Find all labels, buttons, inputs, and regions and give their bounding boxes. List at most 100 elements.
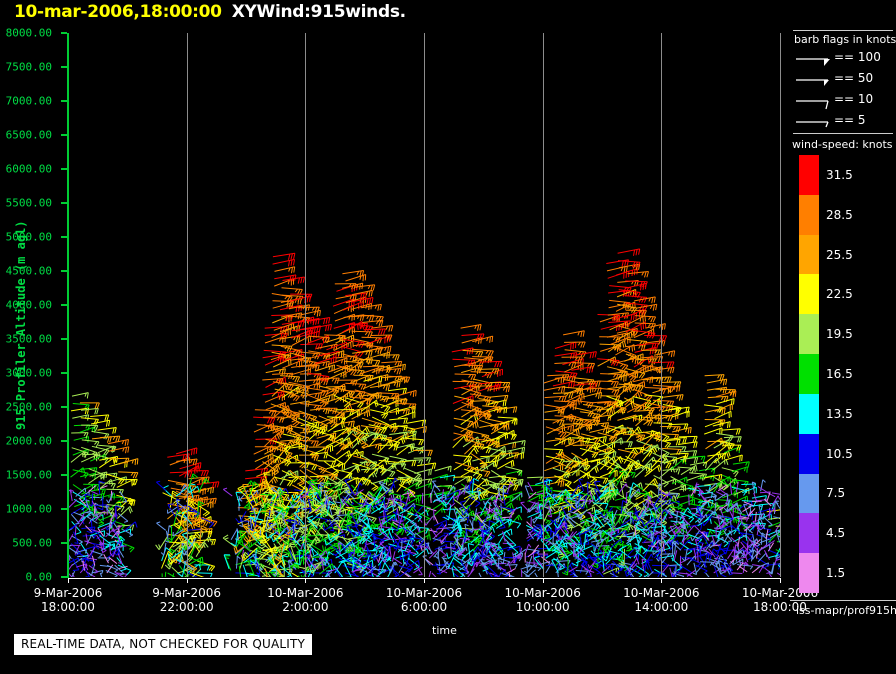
x-tick-time: 6:00:00 [400, 600, 448, 614]
gridline [543, 33, 544, 577]
x-tick-label: 10-Mar-2006 14:00:00 [623, 586, 699, 614]
gridline [187, 33, 188, 577]
colorbar-label: 22.5 [826, 287, 853, 302]
y-tick-label: 500.00 [12, 536, 52, 550]
y-tick [61, 440, 67, 442]
colorbar-label: 4.5 [826, 526, 846, 541]
barb-legend-label: == 5 [834, 113, 866, 127]
y-tick-label: 6000.00 [5, 162, 52, 176]
colorbar-title: wind-speed: knots [792, 138, 893, 151]
wind-barb-field [59, 248, 797, 590]
x-tick [424, 578, 425, 583]
full-barb-icon [796, 100, 829, 110]
x-tick-date: 10-Mar-2006 [504, 586, 581, 600]
colorbar-band [799, 274, 819, 315]
y-tick [61, 304, 67, 306]
source-label: iss-mapr/prof915h [796, 604, 896, 617]
x-tick-time: 14:00:00 [634, 600, 689, 614]
x-tick [780, 578, 781, 583]
y-tick [61, 32, 67, 34]
colorbar-label: 28.5 [826, 207, 853, 222]
plot-area [59, 33, 797, 590]
y-tick [61, 236, 67, 238]
y-tick [61, 338, 67, 340]
colorbar-band [799, 473, 819, 514]
chart-title: 10-mar-2006,18:00:00 XYWind:915winds. [14, 2, 406, 22]
y-axis-title: 915 Profiler Altitude (m agl) [14, 220, 28, 430]
pennant-icon [796, 58, 830, 66]
y-tick [61, 100, 67, 102]
gridline [780, 33, 781, 577]
x-tick-time: 2:00:00 [282, 600, 329, 614]
y-tick [61, 372, 67, 374]
colorbar-band [799, 314, 819, 355]
colorbar-band [799, 433, 819, 474]
y-tick [61, 542, 67, 544]
y-tick [61, 202, 67, 204]
x-tick-time: 18:00:00 [753, 600, 807, 614]
x-tick-time: 18:00:00 [41, 600, 95, 614]
y-tick-label: 8000.00 [5, 26, 52, 40]
y-tick-label: 1500.00 [5, 468, 52, 482]
colorbar-band [799, 194, 819, 235]
y-tick-label: 5000.00 [5, 230, 52, 244]
quality-warning-banner: REAL-TIME DATA, NOT CHECKED FOR QUALITY [14, 634, 313, 655]
colorbar-band [799, 393, 819, 434]
barb-legend-item: == 10 [794, 92, 873, 114]
x-tick-time: 10:00:00 [515, 600, 570, 614]
colorbar-label: 13.5 [826, 406, 853, 421]
barb-legend-label: == 100 [834, 50, 881, 64]
colorbar-band [799, 553, 819, 593]
y-axis-line [67, 33, 69, 578]
colorbar-label: 10.5 [826, 446, 853, 461]
y-tick [61, 270, 67, 272]
x-axis-labels: 9-Mar-2006 18:00:00 9-Mar-2006 22:00:00 10-M… [34, 586, 819, 620]
x-tick-label: 9-Mar-2006 22:00:00 [152, 586, 221, 614]
x-axis-title: time [432, 624, 457, 637]
x-tick [68, 578, 69, 583]
y-tick-label: 2500.00 [5, 400, 52, 414]
y-tick-label: 2000.00 [5, 434, 52, 448]
y-tick-label: 4500.00 [5, 264, 52, 278]
y-tick-label: 3000.00 [5, 366, 52, 380]
colorbar-label: 1.5 [826, 566, 846, 581]
x-tick-label: 10-Mar-2006 10:00:00 [504, 586, 580, 614]
y-tick [61, 474, 67, 476]
x-tick [543, 578, 544, 583]
y-tick [61, 168, 67, 170]
x-tick-date: 9-Mar-2006 [152, 586, 222, 600]
y-tick [61, 576, 67, 578]
y-tick-label: 6500.00 [5, 128, 52, 142]
title-timestamp: 10-mar-2006,18:00:00 [14, 2, 222, 22]
x-tick-date: 10-Mar-2006 [385, 586, 463, 600]
colorbar-band [799, 354, 819, 394]
x-tick-label: 9-Mar-2006 18:00:00 [34, 586, 103, 614]
x-tick-label: 10-Mar-2006 2:00:00 [267, 586, 343, 614]
colorbar-band [799, 155, 819, 195]
x-tick [661, 578, 662, 583]
y-axis-labels: 0.00 500.00 1000.00 1500.00 2000.00 2500.00 30… [0, 27, 60, 584]
gridline [305, 33, 306, 577]
barb-legend-label: == 50 [834, 71, 874, 85]
legend-divider-mid [793, 133, 893, 134]
half-barb-icon [796, 121, 829, 128]
y-tick-label: 0.00 [25, 570, 53, 584]
colorbar-label: 16.5 [826, 367, 853, 381]
barb-legend-item: == 5 [794, 113, 866, 135]
legend-divider-top [793, 30, 893, 31]
y-tick [61, 508, 67, 510]
y-tick [61, 134, 67, 136]
title-dataset: XYWind:915winds. [231, 2, 406, 22]
x-tick-date: 9-Mar-2006 [33, 586, 103, 600]
barb-legend-title: barb flags in knots [794, 33, 896, 46]
y-axis-ticks [61, 32, 67, 578]
y-tick-label: 7500.00 [5, 60, 52, 74]
colorbar-band [799, 513, 819, 554]
colorbar-label: 7.5 [826, 486, 846, 501]
y-tick-label: 4000.00 [5, 298, 52, 312]
y-tick [61, 66, 67, 68]
x-axis-ticks [68, 578, 781, 583]
y-tick-label: 3500.00 [5, 332, 52, 346]
colorbar-label: 25.5 [826, 247, 853, 262]
barb-legend-item: == 50 [794, 71, 873, 93]
